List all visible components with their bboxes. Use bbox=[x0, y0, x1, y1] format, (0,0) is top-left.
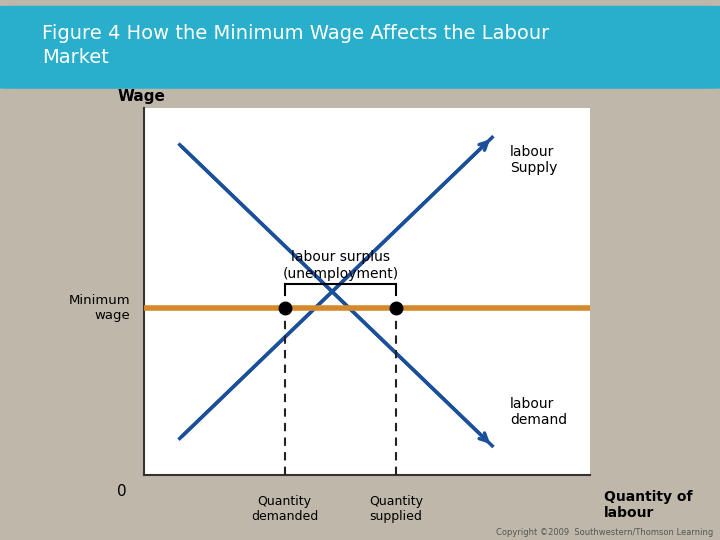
Text: Quantity of
labour: Quantity of labour bbox=[604, 490, 693, 520]
Text: 0: 0 bbox=[117, 484, 126, 500]
Text: Quantity
demanded: Quantity demanded bbox=[251, 495, 318, 523]
Text: Quantity
supplied: Quantity supplied bbox=[369, 495, 423, 523]
Text: Wage: Wage bbox=[117, 89, 165, 104]
Text: labour
Supply: labour Supply bbox=[510, 145, 557, 175]
Text: Minimum
wage: Minimum wage bbox=[69, 294, 130, 322]
FancyBboxPatch shape bbox=[0, 6, 720, 88]
Text: Figure 4 How the Minimum Wage Affects the Labour
Market: Figure 4 How the Minimum Wage Affects th… bbox=[42, 24, 549, 68]
Text: labour surplus
(unemployment): labour surplus (unemployment) bbox=[282, 251, 398, 281]
Text: Copyright ©2009  Southwestern/Thomson Learning: Copyright ©2009 Southwestern/Thomson Lea… bbox=[495, 528, 713, 537]
Text: labour
demand: labour demand bbox=[510, 397, 567, 428]
